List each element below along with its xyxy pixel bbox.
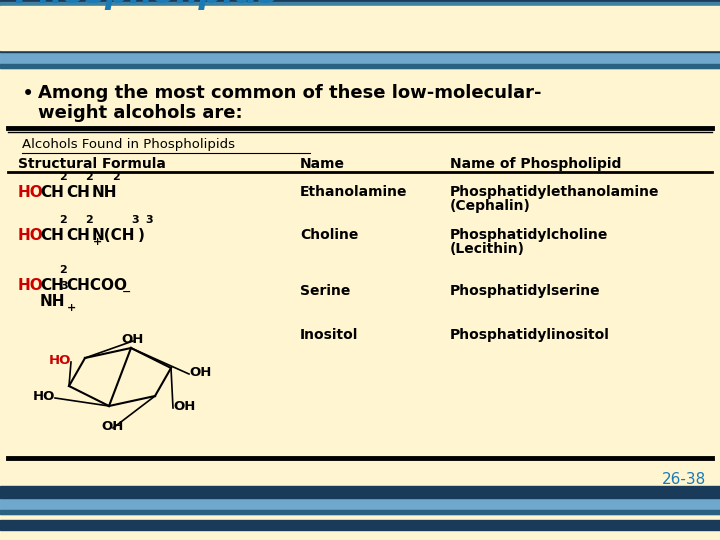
Text: (Cephalin): (Cephalin) (450, 199, 531, 213)
Bar (0, 8, 720, 40)
Text: Phosphatidylserine: Phosphatidylserine (450, 284, 600, 298)
Text: Structural Formula: Structural Formula (18, 157, 166, 171)
Bar (0, 6, 720, 50)
Text: OH: OH (173, 400, 195, 413)
Bar (0, 498, 720, 514)
Text: •: • (22, 84, 35, 104)
Text: CH: CH (66, 185, 90, 200)
Text: 2: 2 (59, 215, 67, 225)
Text: HO: HO (18, 185, 44, 200)
Text: Phosphatidylethanolamine: Phosphatidylethanolamine (450, 185, 660, 199)
Text: CH: CH (40, 185, 64, 200)
Text: Alcohols Found in Phospholipids: Alcohols Found in Phospholipids (22, 138, 235, 151)
Text: CHCOO: CHCOO (66, 278, 127, 293)
Text: 2: 2 (112, 172, 120, 182)
Text: 26-38: 26-38 (662, 472, 706, 487)
Text: 3: 3 (145, 215, 153, 225)
Text: 3: 3 (60, 281, 68, 291)
Text: CH: CH (40, 278, 64, 293)
Text: HO: HO (32, 390, 55, 403)
Text: Ethanolamine: Ethanolamine (300, 185, 408, 199)
Text: 2: 2 (85, 215, 93, 225)
Text: Name: Name (300, 157, 345, 171)
Bar (0, 34, 720, 38)
Text: HO: HO (18, 278, 44, 293)
Text: OH: OH (102, 420, 124, 433)
Text: Phosphatidylinositol: Phosphatidylinositol (450, 328, 610, 342)
Text: 2: 2 (59, 172, 67, 182)
Text: (Lecithin): (Lecithin) (450, 242, 525, 256)
Text: NH: NH (92, 185, 117, 200)
Bar (0, 520, 720, 530)
Bar (0, 40, 720, 52)
Text: 3: 3 (131, 215, 139, 225)
Text: OH: OH (189, 366, 212, 379)
Text: CH: CH (40, 228, 64, 243)
Bar (0, 64, 720, 68)
Text: +: + (67, 303, 76, 313)
Text: HO: HO (49, 354, 71, 367)
Bar (0, 486, 720, 498)
Text: Inositol: Inositol (300, 328, 359, 342)
Text: Serine: Serine (300, 284, 351, 298)
Text: −: − (122, 287, 131, 297)
Bar (0, 52, 720, 68)
Text: Name of Phospholipid: Name of Phospholipid (450, 157, 621, 171)
Text: HO: HO (18, 228, 44, 243)
Text: NH: NH (40, 294, 66, 309)
Text: Among the most common of these low-molecular-: Among the most common of these low-molec… (38, 84, 541, 102)
Bar (0, 2, 720, 8)
Bar (0, 0, 720, 8)
Text: weight alcohols are:: weight alcohols are: (38, 104, 243, 122)
Bar (0, 510, 720, 514)
Text: CH: CH (66, 228, 90, 243)
Text: 2: 2 (59, 265, 67, 275)
Text: 2: 2 (85, 172, 93, 182)
Text: Phosphatidylcholine: Phosphatidylcholine (450, 228, 608, 242)
Text: ): ) (138, 228, 145, 243)
Text: OH: OH (122, 333, 144, 346)
Text: N(CH: N(CH (92, 228, 135, 243)
Text: +: + (93, 237, 102, 247)
Text: Choline: Choline (300, 228, 359, 242)
Text: Phospholipids: Phospholipids (14, 0, 278, 10)
